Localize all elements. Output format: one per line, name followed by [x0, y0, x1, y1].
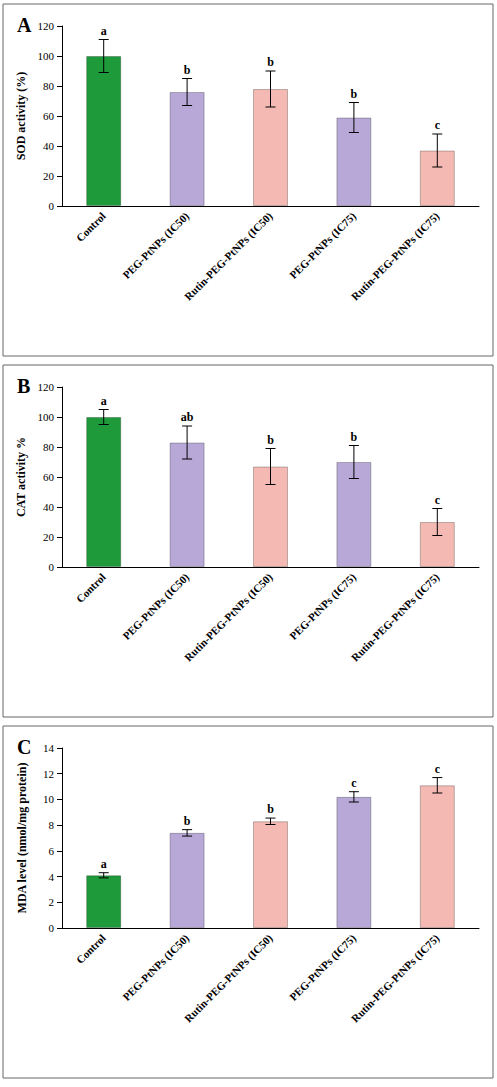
svg-text:c: c — [435, 493, 441, 507]
svg-text:Control: Control — [74, 571, 108, 605]
svg-text:MDA level (nmol/mg protein): MDA level (nmol/mg protein) — [15, 763, 29, 914]
svg-text:80: 80 — [43, 80, 55, 92]
svg-text:PEG-PtNPs (IC75): PEG-PtNPs (IC75) — [287, 571, 359, 643]
svg-text:12: 12 — [43, 768, 54, 780]
svg-text:PEG-PtNPs (IC50): PEG-PtNPs (IC50) — [120, 571, 192, 643]
svg-text:B: B — [17, 375, 30, 397]
svg-text:a: a — [101, 24, 107, 38]
svg-text:Rutin-PEG-PtNPs (IC75): Rutin-PEG-PtNPs (IC75) — [349, 932, 443, 1026]
svg-text:c: c — [351, 776, 357, 790]
svg-text:0: 0 — [49, 922, 55, 934]
svg-text:120: 120 — [38, 381, 55, 393]
svg-text:14: 14 — [43, 742, 55, 754]
svg-text:A: A — [17, 14, 32, 36]
svg-text:4: 4 — [49, 871, 55, 883]
svg-text:100: 100 — [38, 50, 55, 62]
svg-text:20: 20 — [43, 170, 55, 182]
svg-text:ab: ab — [181, 410, 194, 424]
svg-text:Control: Control — [74, 210, 108, 244]
svg-text:40: 40 — [43, 140, 55, 152]
svg-text:60: 60 — [43, 471, 55, 483]
svg-text:80: 80 — [43, 441, 55, 453]
svg-text:a: a — [101, 394, 107, 408]
svg-text:40: 40 — [43, 501, 55, 513]
svg-text:b: b — [351, 87, 358, 101]
svg-text:Control: Control — [74, 932, 108, 966]
svg-text:c: c — [435, 118, 441, 132]
svg-text:Rutin-PEG-PtNPs (IC50): Rutin-PEG-PtNPs (IC50) — [182, 571, 276, 665]
svg-text:b: b — [267, 55, 274, 69]
svg-text:20: 20 — [43, 531, 55, 543]
svg-text:60: 60 — [43, 110, 55, 122]
svg-text:b: b — [184, 63, 191, 77]
svg-text:0: 0 — [49, 200, 55, 212]
svg-text:Rutin-PEG-PtNPs (IC50): Rutin-PEG-PtNPs (IC50) — [182, 210, 276, 304]
svg-text:PEG-PtNPs (IC50): PEG-PtNPs (IC50) — [120, 932, 192, 1004]
svg-text:C: C — [17, 736, 31, 758]
svg-text:b: b — [184, 814, 191, 828]
svg-text:100: 100 — [38, 411, 55, 423]
svg-text:b: b — [267, 802, 274, 816]
svg-text:8: 8 — [49, 819, 55, 831]
svg-text:Rutin-PEG-PtNPs (IC50): Rutin-PEG-PtNPs (IC50) — [182, 932, 276, 1026]
svg-text:2: 2 — [49, 896, 55, 908]
svg-text:120: 120 — [38, 20, 55, 32]
svg-text:PEG-PtNPs (IC50): PEG-PtNPs (IC50) — [120, 210, 192, 282]
svg-text:6: 6 — [49, 845, 55, 857]
svg-text:PEG-PtNPs (IC75): PEG-PtNPs (IC75) — [287, 932, 359, 1004]
svg-text:10: 10 — [43, 793, 55, 805]
svg-text:Rutin-PEG-PtNPs (IC75): Rutin-PEG-PtNPs (IC75) — [349, 571, 443, 665]
svg-text:0: 0 — [49, 561, 55, 573]
svg-text:b: b — [267, 433, 274, 447]
svg-text:c: c — [435, 762, 441, 776]
svg-text:Rutin-PEG-PtNPs (IC75): Rutin-PEG-PtNPs (IC75) — [349, 210, 443, 304]
svg-text:PEG-PtNPs (IC75): PEG-PtNPs (IC75) — [287, 210, 359, 282]
svg-text:SOD activity (%): SOD activity (%) — [14, 72, 28, 161]
svg-text:a: a — [101, 857, 107, 871]
svg-text:CAT activity %: CAT activity % — [14, 437, 28, 517]
svg-text:b: b — [351, 430, 358, 444]
